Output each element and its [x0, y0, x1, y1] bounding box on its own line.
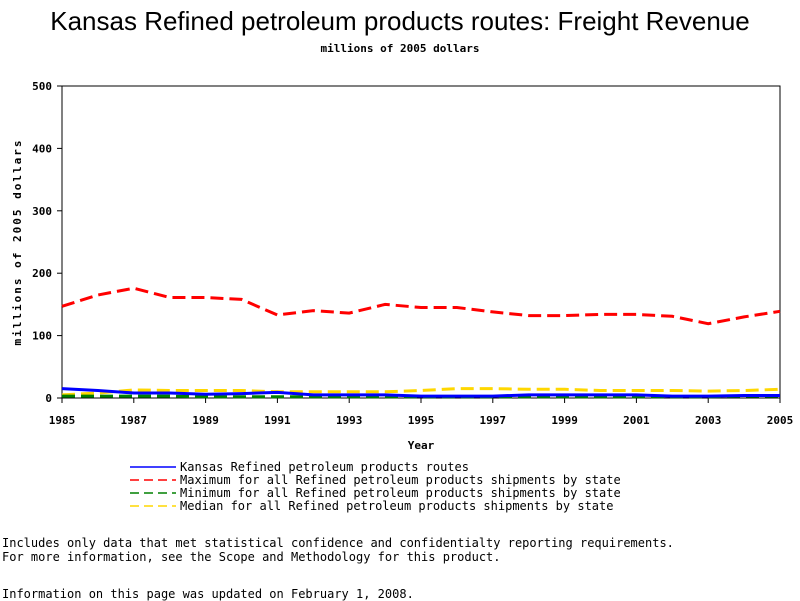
- legend-label: Kansas Refined petroleum products routes: [180, 460, 469, 474]
- x-tick-label: 1993: [336, 414, 363, 427]
- y-tick-label: 200: [32, 267, 52, 280]
- y-tick-label: 0: [45, 392, 52, 405]
- updated-note: Information on this page was updated on …: [2, 587, 414, 601]
- y-axis-label: millions of 2005 dollars: [11, 139, 24, 346]
- x-tick-label: 1987: [121, 414, 148, 427]
- y-tick-label: 500: [32, 80, 52, 93]
- series-layer: [61, 286, 781, 399]
- legend-label: Median for all Refined petroleum product…: [180, 499, 613, 513]
- x-tick-label: 1997: [480, 414, 507, 427]
- y-tick-label: 300: [32, 205, 52, 218]
- y-tick-label: 100: [32, 330, 52, 343]
- series-line-median: [61, 387, 781, 397]
- footnote-confidentiality: Includes only data that met statistical …: [2, 536, 674, 550]
- x-axis: 1985 1987 1989 1991 1993 1995 1997 1999 2001 2003…: [49, 398, 794, 427]
- x-axis-label: Year: [408, 439, 435, 452]
- x-tick-label: 1991: [264, 414, 291, 427]
- legend-label: Minimum for all Refined petroleum produc…: [180, 486, 621, 500]
- x-tick-label: 2003: [695, 414, 722, 427]
- y-tick-label: 400: [32, 142, 52, 155]
- x-tick-label: 1995: [408, 414, 435, 427]
- plot-frame: [61, 85, 781, 399]
- x-tick-label: 1989: [192, 414, 219, 427]
- x-tick-label: 2001: [623, 414, 650, 427]
- y-axis: 0 100 200 300 400 500: [32, 80, 62, 405]
- x-tick-label: 1985: [49, 414, 76, 427]
- legend-label: Maximum for all Refined petroleum produc…: [180, 473, 621, 487]
- series-line-kansas: [61, 387, 780, 398]
- chart-title: Kansas Refined petroleum products routes…: [50, 6, 750, 36]
- legend: Kansas Refined petroleum products routes…: [130, 460, 621, 513]
- x-tick-label: 1999: [551, 414, 578, 427]
- chart-subtitle: millions of 2005 dollars: [320, 42, 480, 55]
- footnote-methodology: For more information, see the Scope and …: [2, 550, 501, 564]
- x-tick-label: 2005: [767, 414, 794, 427]
- series-line-maximum: [61, 286, 781, 326]
- footnotes: Includes only data that met statistical …: [2, 536, 674, 564]
